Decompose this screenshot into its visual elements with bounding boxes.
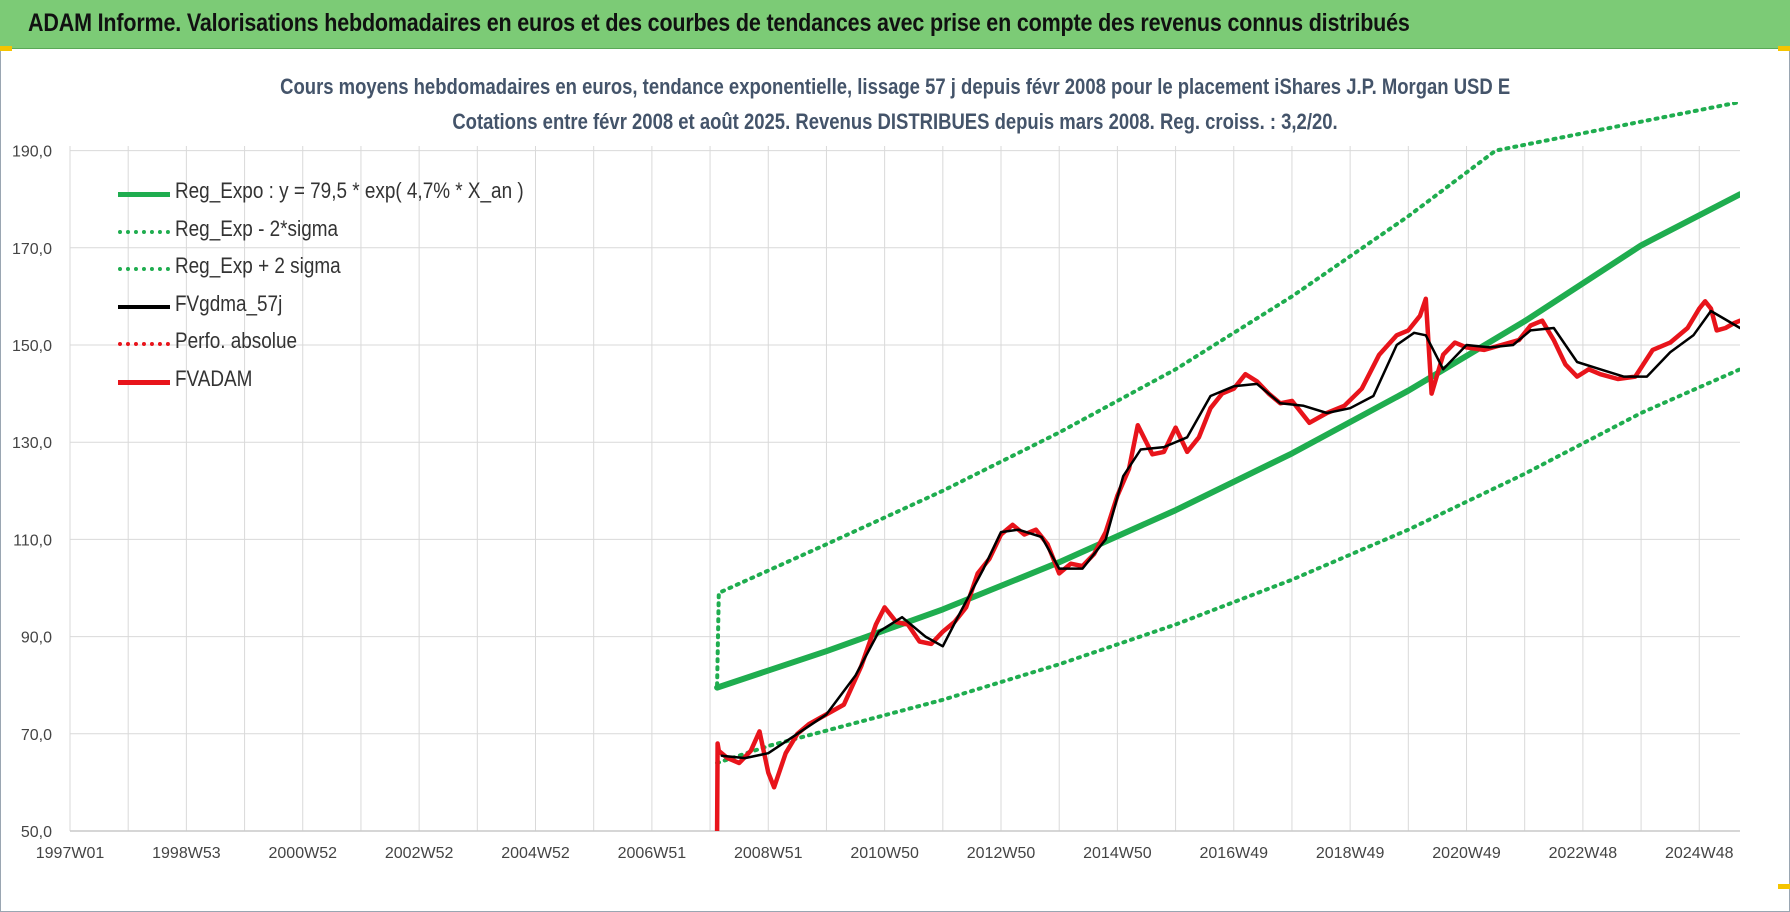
legend-label: FVgdma_57j <box>175 290 283 316</box>
reg-exp-plus-2sigma-line <box>715 102 1740 688</box>
legend-swatch <box>118 267 170 271</box>
y-tick-label: 90,0 <box>21 630 52 647</box>
x-tick-label: 1998W53 <box>152 845 221 862</box>
legend-label: Reg_Exp - 2*sigma <box>175 215 339 241</box>
corner-marker-top-right <box>1778 46 1790 51</box>
x-tick-label: 2008W51 <box>734 845 803 862</box>
banner-title: ADAM Informe. Valorisations hebdomadaire… <box>28 9 1410 37</box>
x-tick-label: 2004W52 <box>501 845 570 862</box>
x-tick-label: 2010W50 <box>850 845 919 862</box>
x-tick-label: 2014W50 <box>1083 845 1152 862</box>
legend-label: Reg_Expo : y = 79,5 * exp( 4,7% * X_an ) <box>175 178 524 203</box>
x-tick-label: 2006W51 <box>618 845 687 862</box>
fvadam-line <box>714 296 1740 831</box>
x-tick-label: 2000W52 <box>269 845 338 862</box>
x-tick-label: 2012W50 <box>967 845 1036 862</box>
y-tick-label: 150,0 <box>12 338 52 355</box>
legend-label: Reg_Exp + 2 sigma <box>175 253 341 278</box>
chart-subtitle: Cotations entre févr 2008 et août 2025. … <box>452 109 1338 134</box>
legend-swatch <box>118 342 170 346</box>
chart-title: Cours moyens hebdomadaires en euros, ten… <box>279 74 1511 99</box>
corner-marker-bottom-right <box>1778 884 1790 889</box>
legend-swatch <box>118 229 170 234</box>
fvgdma-57j-line <box>720 309 1740 760</box>
legend-swatch <box>118 192 170 197</box>
y-tick-label: 50,0 <box>21 824 52 841</box>
report-banner: ADAM Informe. Valorisations hebdomadaire… <box>0 0 1790 49</box>
legend-label: FVADAM <box>175 365 253 391</box>
legend-swatch <box>118 379 170 385</box>
x-tick-label: 2022W48 <box>1549 845 1618 862</box>
legend-swatch <box>118 304 170 309</box>
y-tick-label: 130,0 <box>12 435 52 452</box>
x-tick-label: 2018W49 <box>1316 845 1385 862</box>
reg-exp-minus-2sigma-line <box>715 367 1740 765</box>
y-tick-label: 190,0 <box>12 144 52 161</box>
y-tick-label: 70,0 <box>21 727 52 744</box>
reg-expo-line <box>714 191 1740 691</box>
corner-marker-top-left <box>0 46 12 51</box>
x-tick-label: 1997W01 <box>36 845 105 862</box>
x-tick-label: 2024W48 <box>1665 845 1734 862</box>
legend-label: Perfo. absolue <box>175 328 298 353</box>
x-tick-label: 2016W49 <box>1200 845 1269 862</box>
x-tick-label: 2020W49 <box>1432 845 1501 862</box>
y-tick-label: 110,0 <box>13 532 52 549</box>
y-tick-label: 170,0 <box>12 241 52 258</box>
x-tick-label: 2002W52 <box>385 845 454 862</box>
